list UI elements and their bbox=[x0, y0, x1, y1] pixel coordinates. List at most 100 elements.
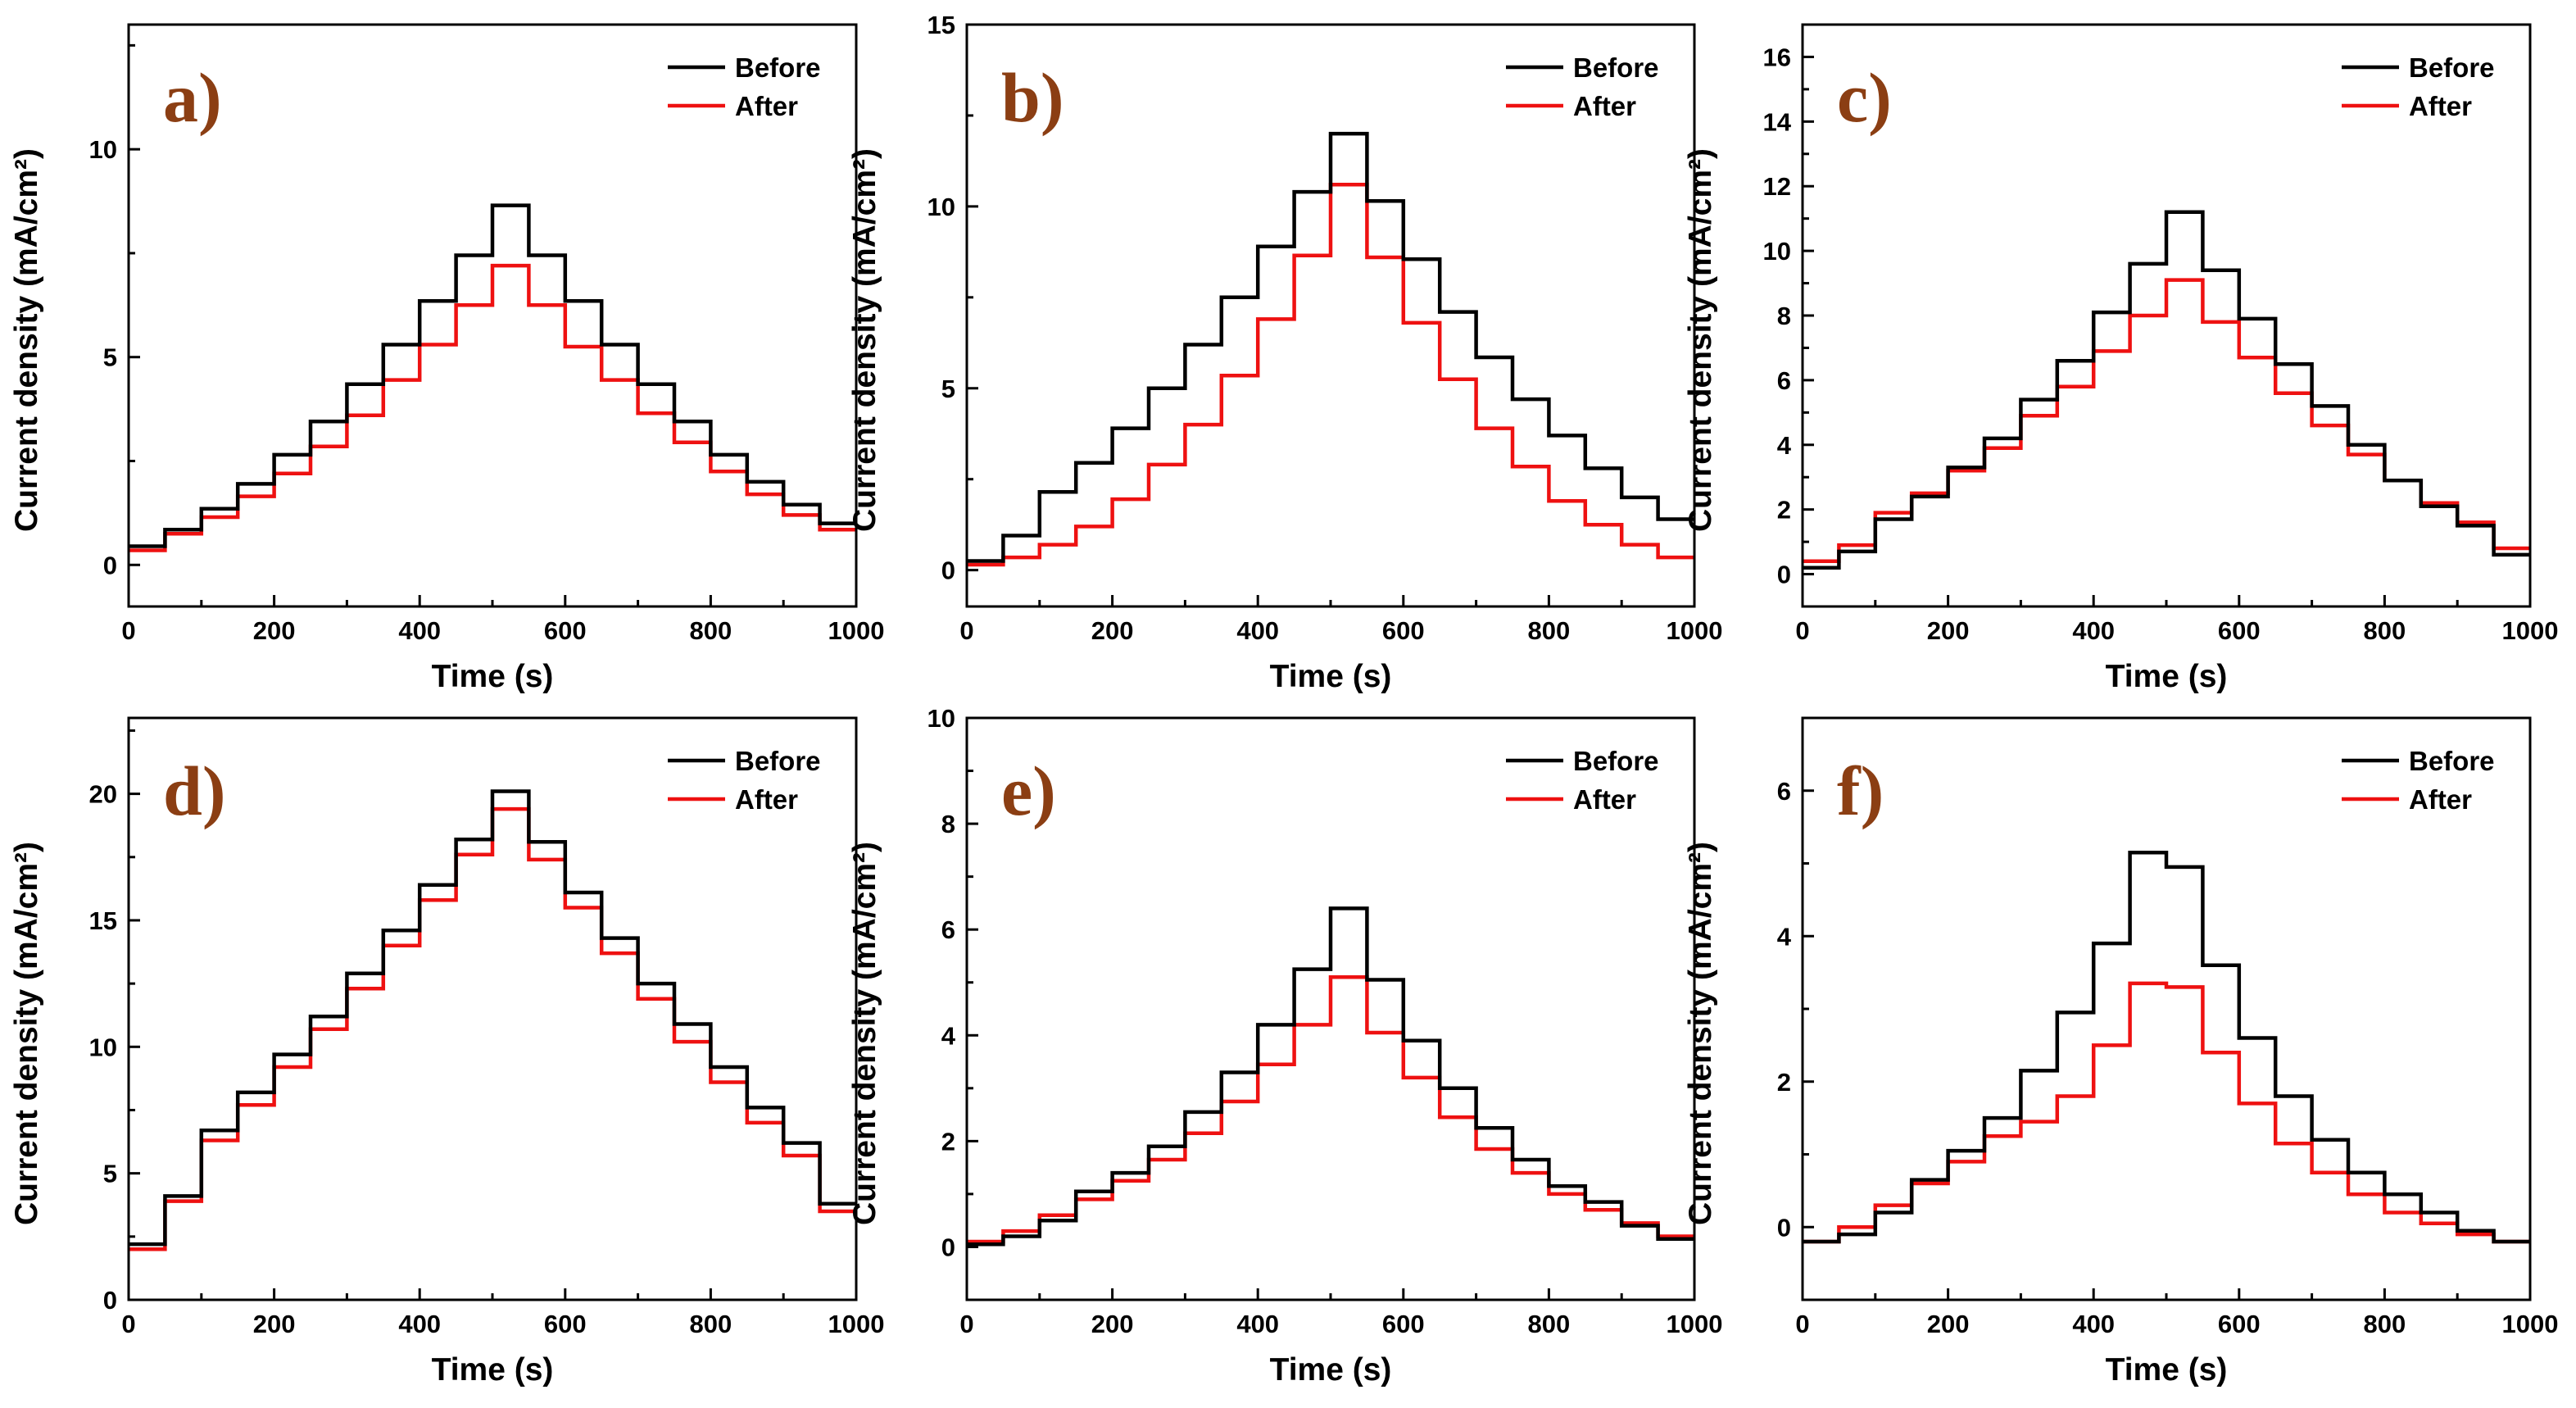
x-tick-label: 0 bbox=[121, 616, 135, 645]
x-tick-label: 1000 bbox=[828, 616, 885, 645]
x-tick-label: 600 bbox=[2218, 616, 2261, 645]
y-tick-label: 20 bbox=[89, 780, 117, 809]
x-tick-label: 800 bbox=[1528, 616, 1571, 645]
y-tick-label: 10 bbox=[927, 193, 955, 221]
y-tick-label: 10 bbox=[927, 704, 955, 733]
y-axis-title: Current density (mA/cm²) bbox=[847, 148, 882, 532]
series-line-before bbox=[1803, 850, 2530, 1244]
x-tick-label: 200 bbox=[1091, 616, 1134, 645]
y-tick-label: 15 bbox=[927, 11, 955, 39]
y-tick-label: 6 bbox=[1777, 777, 1791, 806]
y-tick-label: 4 bbox=[1777, 431, 1792, 460]
x-tick-label: 200 bbox=[1927, 1310, 1970, 1338]
legend-label-before: Before bbox=[2409, 52, 2495, 83]
chart-panel-2: 0 200 400 600 800 1000 0 2 4 6 8 10 12 14 16 Time (s) Cu… bbox=[1683, 23, 2559, 694]
y-tick-label: 8 bbox=[941, 810, 955, 838]
x-tick-label: 0 bbox=[959, 1310, 973, 1338]
y-tick-label: 6 bbox=[1777, 366, 1791, 395]
x-tick-label: 600 bbox=[544, 616, 587, 645]
x-axis-title: Time (s) bbox=[432, 659, 554, 694]
x-tick-label: 1000 bbox=[1667, 1310, 1723, 1338]
y-tick-label: 0 bbox=[103, 1286, 117, 1315]
y-tick-label: 2 bbox=[1777, 496, 1791, 525]
x-axis-title: Time (s) bbox=[1270, 659, 1392, 694]
series-line-after bbox=[129, 806, 856, 1251]
x-tick-label: 400 bbox=[2072, 616, 2115, 645]
y-tick-label: 5 bbox=[103, 343, 117, 372]
chart-panel-0: 0 200 400 600 800 1000 0 5 10 Time (s) Current den… bbox=[9, 23, 885, 694]
y-tick-label: 4 bbox=[941, 1021, 956, 1050]
panel-label: f) bbox=[1837, 752, 1884, 830]
x-tick-label: 800 bbox=[2364, 1310, 2406, 1338]
x-tick-label: 0 bbox=[1795, 1310, 1809, 1338]
x-axis-title: Time (s) bbox=[432, 1352, 554, 1388]
legend-label-before: Before bbox=[1573, 52, 1659, 83]
chart-panel-1: 0 200 400 600 800 1000 0 5 10 15 Time (s) Current d… bbox=[847, 11, 1722, 694]
x-tick-label: 600 bbox=[1382, 616, 1425, 645]
legend-label-before: Before bbox=[1573, 746, 1659, 776]
series-line-before bbox=[967, 131, 1694, 563]
x-tick-label: 400 bbox=[398, 1310, 441, 1338]
legend-label-after: After bbox=[1573, 784, 1636, 815]
x-tick-label: 800 bbox=[690, 1310, 732, 1338]
x-tick-label: 1000 bbox=[2502, 1310, 2559, 1338]
x-tick-label: 1000 bbox=[2502, 616, 2559, 645]
y-tick-label: 12 bbox=[1763, 172, 1791, 201]
x-tick-label: 200 bbox=[253, 616, 296, 645]
panel-label: a) bbox=[163, 58, 222, 137]
x-axis-title: Time (s) bbox=[1270, 1352, 1392, 1388]
x-tick-label: 800 bbox=[1528, 1310, 1571, 1338]
legend-label-after: After bbox=[735, 784, 798, 815]
x-tick-label: 400 bbox=[1236, 1310, 1279, 1338]
x-tick-label: 0 bbox=[1795, 616, 1809, 645]
x-tick-label: 0 bbox=[121, 1310, 135, 1338]
x-tick-label: 400 bbox=[1236, 616, 1279, 645]
x-tick-label: 200 bbox=[253, 1310, 296, 1338]
y-tick-label: 2 bbox=[941, 1127, 955, 1156]
panel-label: c) bbox=[1837, 58, 1892, 137]
series-line-before bbox=[129, 789, 856, 1247]
x-tick-label: 400 bbox=[398, 616, 441, 645]
y-axis-title: Current density (mA/cm²) bbox=[1683, 148, 1718, 532]
y-tick-label: 6 bbox=[941, 915, 955, 944]
y-tick-label: 10 bbox=[1763, 237, 1791, 266]
x-tick-label: 1000 bbox=[828, 1310, 885, 1338]
y-tick-label: 14 bbox=[1763, 107, 1792, 136]
x-tick-label: 400 bbox=[2072, 1310, 2115, 1338]
x-tick-label: 800 bbox=[690, 616, 732, 645]
panel-label: d) bbox=[163, 752, 225, 830]
y-tick-label: 0 bbox=[1777, 1213, 1791, 1242]
x-tick-label: 200 bbox=[1927, 616, 1970, 645]
legend-label-after: After bbox=[735, 91, 798, 121]
series-line-before bbox=[129, 203, 856, 548]
legend-label-after: After bbox=[2409, 784, 2472, 815]
y-tick-label: 10 bbox=[89, 1033, 117, 1061]
y-tick-label: 0 bbox=[1777, 561, 1791, 589]
y-tick-label: 10 bbox=[89, 135, 117, 164]
y-tick-label: 0 bbox=[103, 551, 117, 579]
y-tick-label: 0 bbox=[941, 1233, 955, 1261]
series-line-before bbox=[1803, 210, 2530, 570]
legend-label-before: Before bbox=[735, 746, 821, 776]
y-tick-label: 5 bbox=[103, 1160, 117, 1188]
series-line-after bbox=[967, 183, 1694, 567]
chart-panel-4: 0 200 400 600 800 1000 0 2 4 6 8 10 Time (s) Current … bbox=[847, 704, 1722, 1388]
y-tick-label: 8 bbox=[1777, 302, 1791, 330]
y-tick-label: 0 bbox=[941, 556, 955, 585]
x-axis-title: Time (s) bbox=[2106, 659, 2228, 694]
chart-panel-3: 0 200 400 600 800 1000 0 5 10 15 20 Time (s) Current… bbox=[9, 716, 885, 1388]
y-tick-label: 5 bbox=[941, 375, 955, 403]
x-tick-label: 0 bbox=[959, 616, 973, 645]
y-tick-label: 4 bbox=[1777, 922, 1792, 951]
series-line-before bbox=[967, 906, 1694, 1247]
chart-panel-5: 0 200 400 600 800 1000 0 2 4 6 Time (s) Current den… bbox=[1683, 716, 2559, 1388]
x-tick-label: 600 bbox=[1382, 1310, 1425, 1338]
x-tick-label: 600 bbox=[2218, 1310, 2261, 1338]
y-tick-label: 16 bbox=[1763, 43, 1791, 71]
legend-label-after: After bbox=[2409, 91, 2472, 121]
y-axis-title: Current density (mA/cm²) bbox=[1683, 842, 1718, 1225]
panel-label: b) bbox=[1001, 58, 1064, 137]
y-tick-label: 15 bbox=[89, 906, 117, 935]
y-tick-label: 2 bbox=[1777, 1068, 1791, 1097]
